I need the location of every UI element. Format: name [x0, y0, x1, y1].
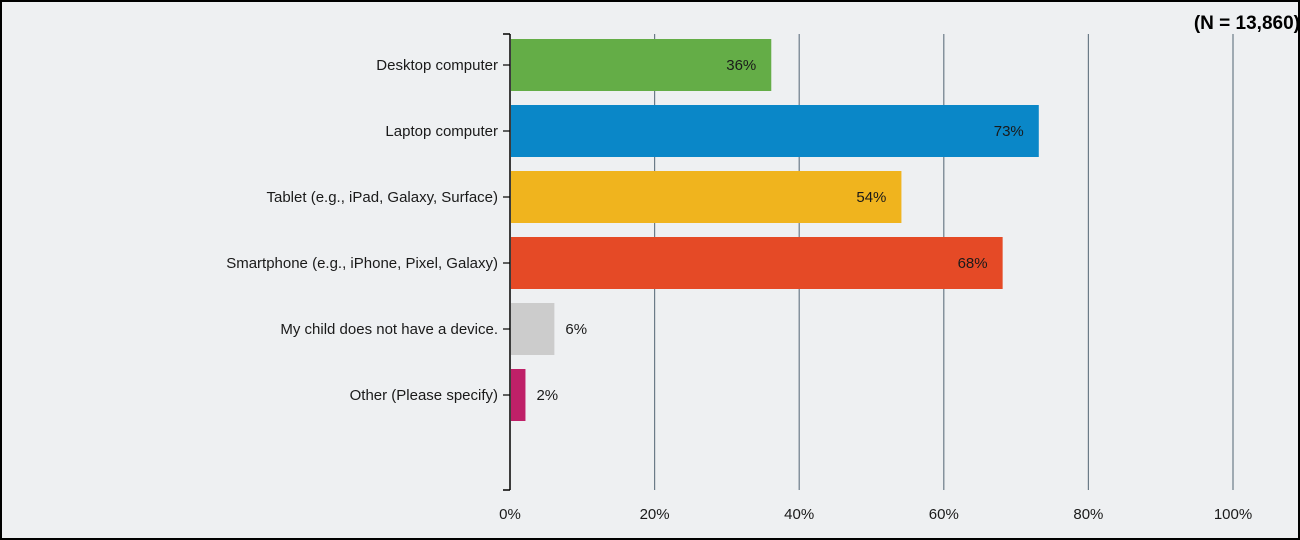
x-tick-label: 40%	[784, 506, 814, 523]
x-tick-label: 0%	[499, 506, 521, 523]
sample-size-label: (N = 13,860)	[1193, 13, 1300, 34]
data-label: 73%	[994, 123, 1024, 140]
data-label: 2%	[536, 387, 558, 404]
bar-0	[511, 39, 772, 91]
axes	[503, 33, 511, 491]
bars	[511, 39, 1039, 421]
x-tick-label: 60%	[929, 506, 959, 523]
bar-4	[511, 303, 555, 355]
category-label: Laptop computer	[385, 123, 498, 140]
category-label: Smartphone (e.g., iPhone, Pixel, Galaxy)	[226, 255, 498, 272]
labels: Desktop computer 36% Laptop computer 73% Tab…	[226, 57, 1252, 523]
category-label: Tablet (e.g., iPad, Galaxy, Surface)	[267, 189, 499, 206]
category-label: Desktop computer	[376, 57, 498, 74]
category-label: Other (Please specify)	[350, 387, 498, 404]
data-label: 54%	[856, 189, 886, 206]
bar-5	[511, 369, 526, 421]
bar-3	[511, 237, 1003, 289]
bar-2	[511, 171, 902, 223]
bar-1	[511, 105, 1039, 157]
category-label: My child does not have a device.	[280, 321, 498, 338]
data-label: 68%	[958, 255, 988, 272]
x-tick-label: 100%	[1214, 506, 1252, 523]
x-tick-label: 80%	[1073, 506, 1103, 523]
x-tick-label: 20%	[640, 506, 670, 523]
data-label: 6%	[565, 321, 587, 338]
data-label: 36%	[726, 57, 756, 74]
